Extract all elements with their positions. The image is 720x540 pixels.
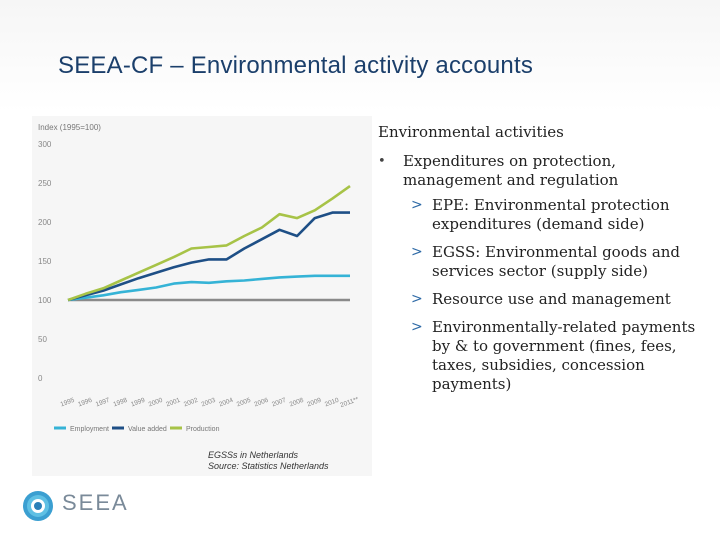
subitem-resource: > Resource use and management [378,290,708,309]
seea-logo-icon [23,491,53,521]
x-tick-label: 2000 [148,397,164,409]
chart-caption: EGSSs in Netherlands Source: Statistics … [208,450,329,472]
chevron-right-icon: > [411,244,423,260]
x-tick-label: 1996 [77,397,93,409]
x-tick-label: 2004 [218,397,234,409]
y-tick-label: 100 [38,296,52,305]
x-tick-label: 2009 [306,397,322,409]
y-tick-label: 0 [38,374,43,383]
y-tick-label: 300 [38,140,52,149]
subitem-payments: > Environmentally-related payments by & … [378,318,708,394]
x-tick-label: 2008 [289,397,305,409]
chevron-right-icon: > [411,319,423,335]
title-band [0,0,720,112]
x-tick-label: 2001 [165,397,181,409]
y-axis-caption: Index (1995=100) [38,123,101,132]
legend-label: Value added [128,426,167,433]
series-line-value-added [67,211,350,302]
subitem-egss: > EGSS: Environmental goods and services… [378,243,708,281]
logo-text: SEEA [62,490,129,515]
chart-caption-line2: Source: Statistics Netherlands [208,461,329,471]
subitem-text: Resource use and management [432,290,671,308]
bullet-item: • Expenditures on protection, management… [378,152,708,190]
subitem-text: EPE: Environmental protection expenditur… [432,196,670,233]
subitem-text: EGSS: Environmental goods and services s… [432,243,681,280]
bullet-text: Expenditures on protection, management a… [403,152,619,189]
x-tick-label: 1998 [112,397,128,409]
x-tick-label: 1999 [130,397,146,409]
chevron-right-icon: > [411,291,423,307]
subitem-epe: > EPE: Environmental protection expendit… [378,196,708,234]
x-tick-label: 2005 [236,397,252,409]
legend-label: Production [186,426,220,433]
x-tick-label: 2011** [339,396,360,409]
content-panel: Environmental activities • Expenditures … [378,122,708,403]
x-tick-label: 2007 [271,397,287,409]
x-tick-label: 2002 [183,397,199,409]
series-line-production [67,185,351,302]
y-tick-label: 50 [38,335,47,344]
chart-panel: Index (1995=100) 0 50 100 150 200 250 300 1995 19… [32,116,372,476]
x-tick-label: 2003 [200,397,216,409]
y-tick-label: 200 [38,218,52,227]
x-tick-label: 1995 [59,397,75,409]
slide-title: SEEA-CF – Environmental activity account… [58,52,534,79]
chart-caption-line1: EGSSs in Netherlands [208,450,299,460]
y-tick-label: 250 [38,179,52,188]
x-tick-label: 2010 [324,397,340,409]
chevron-right-icon: > [411,197,423,213]
x-tick-label: 2006 [253,397,269,409]
legend-label: Employment [70,426,109,433]
y-tick-label: 150 [38,257,52,266]
subitem-text: Environmentally-related payments by & to… [432,318,696,393]
content-heading: Environmental activities [378,123,564,141]
x-tick-label: 1997 [95,397,111,409]
bullet-dot-icon: • [378,154,386,169]
series-line-employment [67,274,350,302]
